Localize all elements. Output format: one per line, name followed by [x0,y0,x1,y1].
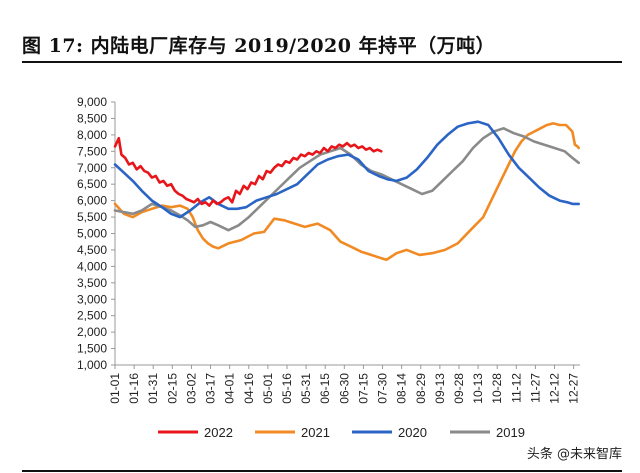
y-tick-label: 5,000 [77,227,107,241]
watermark-text: 头条 @未来智库 [526,447,622,462]
series-line-2019 [113,127,581,232]
y-tick-label: 5,500 [77,210,107,224]
x-tick-label: 10-13 [471,373,485,404]
y-tick-label: 2,500 [77,309,107,323]
chart-lines [113,120,581,262]
legend-label: 2022 [204,425,233,440]
x-tick-label: 02-15 [165,373,179,404]
x-tick-label: 04-16 [242,373,256,404]
title-rule [22,61,622,63]
y-tick-label: 2,000 [77,325,107,339]
series-line-2020 [113,120,581,219]
x-tick-label: 07-15 [356,373,370,404]
series-line-2022 [113,136,383,207]
x-tick-label: 05-16 [280,373,294,404]
y-tick-label: 4,500 [77,243,107,257]
y-tick-label: 9,000 [77,95,107,109]
x-tick-label: 05-31 [299,373,313,404]
x-tick-label: 11-12 [509,373,523,403]
x-tick-label: 11-27 [528,373,542,403]
y-tick-label: 8,000 [77,128,107,142]
y-tick-label: 1,500 [77,342,107,356]
chart-title: 图 17: 内陆电厂库存与 2019/2020 年持平（万吨） [22,35,496,57]
y-tick-label: 1,000 [77,358,107,372]
legend-label: 2020 [398,425,427,440]
legend-label: 2021 [301,425,330,440]
x-tick-label: 08-14 [395,373,409,404]
x-axis: 01-01 01-16 01-31 02-15 03-02 03-17 04-01 04-16… [108,364,581,404]
x-tick-label: 06-30 [337,373,351,404]
x-tick-label: 01-31 [146,373,160,404]
x-tick-label: 04-01 [223,373,237,404]
x-tick-label: 01-16 [127,373,141,404]
y-axis: 1,000 1,500 2,000 2,500 3,000 3,500 4,000 4,500… [77,95,116,372]
y-tick-label: 8,500 [77,111,107,125]
x-tick-label: 07-30 [376,373,390,404]
bottom-rule [22,470,622,472]
x-tick-label: 08-29 [414,373,428,404]
x-tick-label: 05-01 [261,373,275,404]
x-tick-label: 01-01 [108,373,122,404]
legend-label: 2019 [496,425,525,440]
y-tick-label: 3,000 [77,292,107,306]
y-tick-label: 4,000 [77,259,107,273]
x-tick-label: 03-02 [184,373,198,404]
chart-legend: 2022 2021 2020 2019 [158,425,525,440]
x-tick-label: 12-12 [548,373,562,404]
x-tick-label: 09-13 [433,373,447,404]
series-line-2021 [113,122,581,262]
x-tick-label: 10-28 [490,373,504,404]
x-tick-label: 06-15 [318,373,332,404]
x-tick-label: 12-27 [567,373,581,404]
y-tick-label: 6,000 [77,194,107,208]
x-tick-label: 09-28 [452,373,466,404]
y-tick-label: 7,500 [77,144,107,158]
y-tick-label: 6,500 [77,177,107,191]
y-tick-label: 3,500 [77,276,107,290]
y-tick-label: 7,000 [77,161,107,175]
x-tick-label: 03-17 [204,373,218,404]
